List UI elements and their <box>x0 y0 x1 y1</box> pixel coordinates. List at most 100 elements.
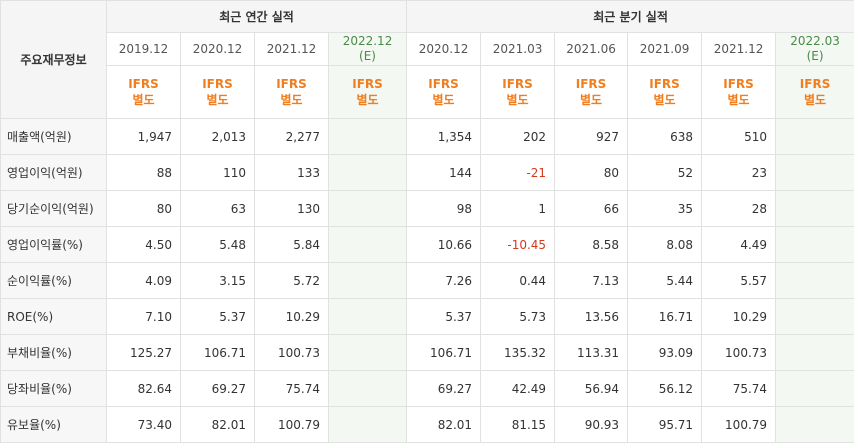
row-label: 당기순이익(억원) <box>1 191 107 227</box>
row-label: ROE(%) <box>1 299 107 335</box>
separate-statement-label: 별도 <box>181 92 254 108</box>
period-label: 2022.12 <box>329 34 406 49</box>
quarterly-value-cell: 56.12 <box>628 371 702 407</box>
quarterly-value-cell: -10.45 <box>481 227 555 263</box>
quarterly-value-cell: 100.73 <box>702 335 776 371</box>
separate-statement-label: 별도 <box>255 92 328 108</box>
annual-value-cell: 88 <box>107 155 181 191</box>
quarterly-results-header: 최근 분기 실적 <box>407 1 854 33</box>
quarterly-value-cell <box>776 191 854 227</box>
separate-statement-label: 별도 <box>628 92 701 108</box>
quarterly-value-cell: -21 <box>481 155 555 191</box>
quarterly-period-header: 2021.12 <box>702 33 776 66</box>
row-label: 영업이익률(%) <box>1 227 107 263</box>
annual-value-cell: 130 <box>255 191 329 227</box>
annual-value-cell <box>329 299 407 335</box>
separate-statement-label: 별도 <box>481 92 554 108</box>
quarterly-period-header: 2021.09 <box>628 33 702 66</box>
ifrs-label: IFRS <box>628 76 701 92</box>
annual-period-header: 2019.12 <box>107 33 181 66</box>
quarterly-value-cell <box>776 227 854 263</box>
quarterly-value-cell: 100.79 <box>702 407 776 443</box>
separate-statement-label: 별도 <box>329 92 406 108</box>
annual-value-cell: 82.64 <box>107 371 181 407</box>
quarterly-value-cell: 1 <box>481 191 555 227</box>
separate-statement-label: 별도 <box>702 92 775 108</box>
annual-period-header: 2022.12(E) <box>329 33 407 66</box>
annual-value-cell: 63 <box>181 191 255 227</box>
annual-value-cell: 100.73 <box>255 335 329 371</box>
quarterly-value-cell <box>776 155 854 191</box>
quarterly-value-cell: 90.93 <box>555 407 628 443</box>
quarterly-value-cell <box>776 407 854 443</box>
annual-value-cell: 1,947 <box>107 119 181 155</box>
quarterly-period-header: 2021.06 <box>555 33 628 66</box>
quarterly-value-cell: 7.13 <box>555 263 628 299</box>
quarterly-value-cell: 4.49 <box>702 227 776 263</box>
quarterly-value-cell: 23 <box>702 155 776 191</box>
annual-value-cell: 4.09 <box>107 263 181 299</box>
quarterly-value-cell: 42.49 <box>481 371 555 407</box>
annual-value-cell: 2,013 <box>181 119 255 155</box>
quarterly-value-cell: 13.56 <box>555 299 628 335</box>
quarterly-value-cell: 52 <box>628 155 702 191</box>
separate-statement-label: 별도 <box>555 92 627 108</box>
quarterly-value-cell: 35 <box>628 191 702 227</box>
quarterly-value-cell <box>776 263 854 299</box>
quarterly-value-cell <box>776 119 854 155</box>
quarterly-value-cell: 56.94 <box>555 371 628 407</box>
annual-value-cell: 75.74 <box>255 371 329 407</box>
separate-statement-label: 별도 <box>776 92 854 108</box>
annual-results-header: 최근 연간 실적 <box>107 1 407 33</box>
quarterly-value-cell: 106.71 <box>407 335 481 371</box>
quarterly-value-cell: 202 <box>481 119 555 155</box>
quarterly-value-cell: 510 <box>702 119 776 155</box>
quarterly-value-cell: 5.44 <box>628 263 702 299</box>
quarterly-value-cell: 10.66 <box>407 227 481 263</box>
separate-statement-label: 별도 <box>407 92 480 108</box>
ifrs-label: IFRS <box>255 76 328 92</box>
quarterly-value-cell: 8.58 <box>555 227 628 263</box>
ifrs-label: IFRS <box>702 76 775 92</box>
row-label: 매출액(억원) <box>1 119 107 155</box>
quarterly-value-cell: 135.32 <box>481 335 555 371</box>
annual-value-cell: 133 <box>255 155 329 191</box>
quarterly-value-cell <box>776 371 854 407</box>
estimate-marker: (E) <box>776 49 854 64</box>
ifrs-label: IFRS <box>181 76 254 92</box>
quarterly-value-cell: 1,354 <box>407 119 481 155</box>
annual-value-cell: 69.27 <box>181 371 255 407</box>
quarterly-value-cell: 5.73 <box>481 299 555 335</box>
annual-value-cell <box>329 335 407 371</box>
ifrs-label: IFRS <box>776 76 854 92</box>
quarterly-value-cell: 16.71 <box>628 299 702 335</box>
row-label: 유보율(%) <box>1 407 107 443</box>
quarterly-period-header: 2021.03 <box>481 33 555 66</box>
quarterly-value-cell: 28 <box>702 191 776 227</box>
annual-value-cell <box>329 263 407 299</box>
ifrs-label: IFRS <box>481 76 554 92</box>
estimate-marker: (E) <box>329 49 406 64</box>
ifrs-label: IFRS <box>329 76 406 92</box>
annual-value-cell: 110 <box>181 155 255 191</box>
quarterly-value-cell: 66 <box>555 191 628 227</box>
annual-value-cell: 73.40 <box>107 407 181 443</box>
annual-value-cell: 4.50 <box>107 227 181 263</box>
annual-value-cell: 80 <box>107 191 181 227</box>
ifrs-label: IFRS <box>407 76 480 92</box>
quarterly-value-cell: 10.29 <box>702 299 776 335</box>
quarterly-value-cell: 80 <box>555 155 628 191</box>
quarterly-value-cell: 82.01 <box>407 407 481 443</box>
annual-period-header: 2021.12 <box>255 33 329 66</box>
quarterly-value-cell: 69.27 <box>407 371 481 407</box>
annual-value-cell <box>329 371 407 407</box>
